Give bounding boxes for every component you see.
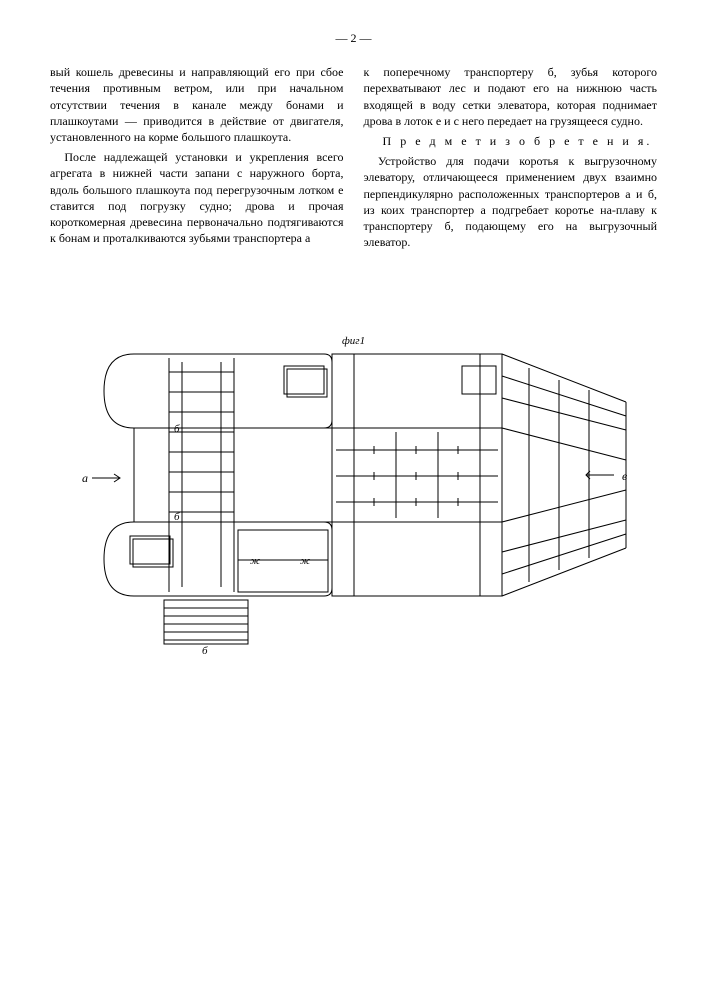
box-zh: ж ж [238, 530, 328, 592]
para-3: к поперечному транспортеру б, зубья кото… [364, 64, 658, 129]
right-deck [332, 354, 502, 596]
figure-1: фиг1 [50, 332, 657, 662]
para-4: Устройство для подачи коротья к выгрузоч… [364, 153, 658, 250]
bottom-ladder [164, 600, 248, 644]
fig-label: фиг1 [342, 335, 365, 347]
label-b-under: б [202, 645, 208, 657]
svg-text:а: а [82, 471, 88, 485]
para-1: вый кошель древесины и направляющий его … [50, 64, 344, 145]
section-heading: П р е д м е т и з о б р е т е н и я. [364, 133, 658, 149]
para-2: После надлежащей установки и укрепления … [50, 149, 344, 246]
figure-svg: фиг1 [74, 332, 634, 662]
conveyor-a [169, 358, 234, 592]
label-b-top: б [174, 423, 180, 435]
page-number: — 2 — [50, 30, 657, 46]
svg-text:в: в [622, 469, 627, 483]
label-zh2: ж [300, 555, 311, 567]
label-a: а [82, 471, 88, 485]
label-v: в [622, 469, 627, 483]
body-columns: вый кошель древесины и направляющий его … [50, 64, 657, 252]
label-zh1: ж [250, 555, 261, 567]
label-b-bot: б [174, 511, 180, 523]
